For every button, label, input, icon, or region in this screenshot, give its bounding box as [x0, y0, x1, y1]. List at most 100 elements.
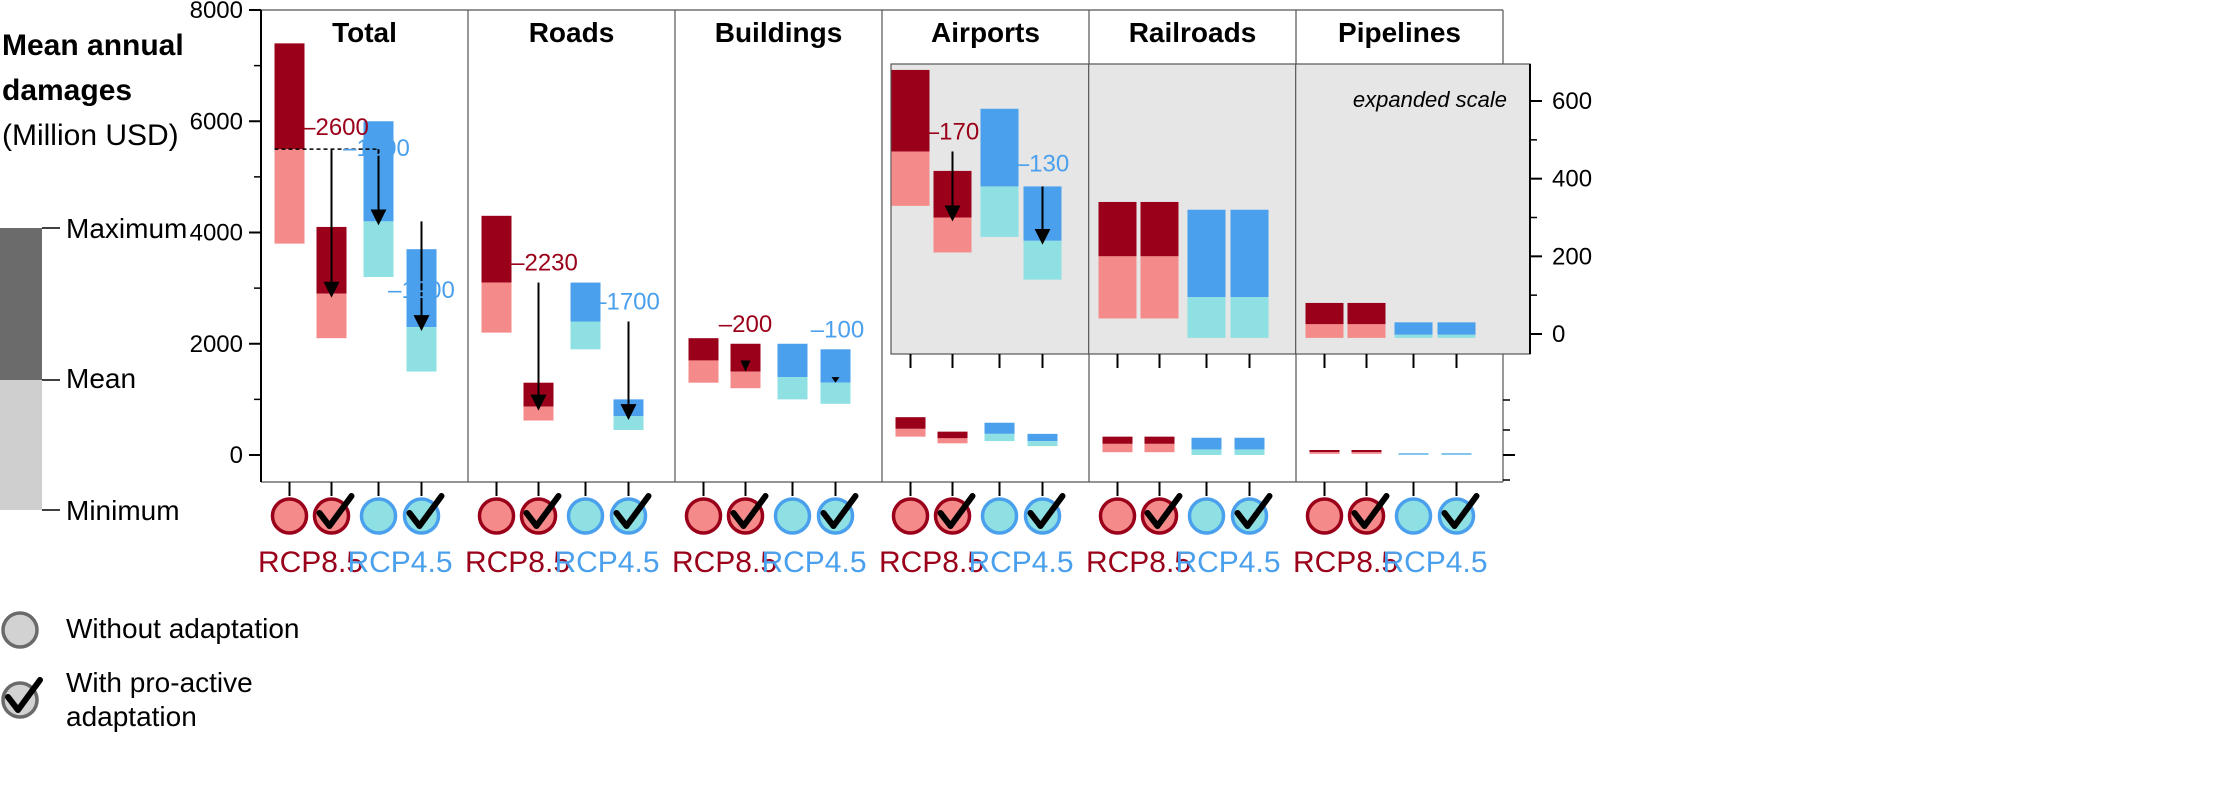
inset-bar-lower	[933, 217, 972, 253]
checkmark-icon	[1441, 493, 1480, 529]
change-label: –130	[1016, 150, 1069, 177]
plot-area: expanded scale 0 2000 4000 6000 8000 0 200 400 60…	[190, 0, 1592, 579]
rcp85-scenario-icon	[477, 497, 516, 535]
change-arrow	[831, 377, 840, 383]
inset-bar-upper	[1187, 209, 1226, 298]
without-adaptation-icon	[1, 611, 39, 649]
rcp85-label: RCP8.5	[1293, 546, 1398, 579]
panel-title: Buildings	[715, 17, 843, 48]
inset-bar-upper	[1394, 322, 1433, 335]
bar-lower	[570, 321, 601, 350]
legend: Mean annual damages (Million USD) Maximu…	[0, 29, 300, 732]
legend-max-swatch	[0, 228, 42, 380]
rcp45-label: RCP4.5	[1382, 546, 1487, 579]
change-label: –100	[811, 316, 864, 343]
bar-lower	[481, 282, 512, 333]
y-tick-label: 8000	[190, 0, 243, 24]
bar-lower	[984, 433, 1015, 442]
bar-lower	[523, 406, 554, 421]
bar-lower	[1234, 449, 1265, 455]
change-label: –200	[719, 311, 772, 338]
rcp85-label: RCP8.5	[1086, 546, 1191, 579]
bar-lower	[730, 371, 761, 389]
bar-lower	[688, 360, 719, 383]
rcp45-scenario-icon	[773, 497, 812, 535]
checkmark-icon	[5, 677, 43, 713]
bar-lower	[363, 221, 394, 277]
bar-upper	[984, 422, 1015, 434]
inset-bar-lower	[891, 151, 930, 206]
inset-bar-upper	[1437, 322, 1476, 335]
legend-mean-label: Mean	[66, 363, 136, 394]
checkmark-icon	[937, 493, 976, 529]
bar-upper	[1234, 437, 1265, 450]
rcp45-label: RCP4.5	[554, 546, 659, 579]
panel-title: Roads	[529, 17, 615, 48]
bar-lower	[1191, 449, 1222, 455]
panel-title: Total	[332, 17, 397, 48]
rcp45-scenario-icon	[566, 497, 605, 535]
bar-lower	[406, 327, 437, 372]
inset-bar-lower	[1394, 334, 1433, 338]
inset-bar-lower	[1187, 297, 1226, 338]
bar-upper	[1191, 437, 1222, 450]
bar-lower	[613, 416, 644, 430]
bar-upper	[481, 215, 512, 283]
inset-bar-upper	[891, 69, 930, 152]
inset-y-tick-label: 0	[1552, 321, 1565, 348]
checkmark-icon	[1234, 493, 1273, 529]
change-label: –2600	[302, 114, 369, 141]
y-tick-label: 2000	[190, 331, 243, 358]
bar-upper	[1351, 449, 1382, 453]
inset-bar-lower	[1098, 256, 1137, 319]
rcp45-label: RCP4.5	[761, 546, 866, 579]
bar-upper	[570, 282, 601, 322]
panel-title: Airports	[931, 17, 1040, 48]
panel-title: Pipelines	[1338, 17, 1461, 48]
checkmark-icon	[820, 493, 859, 529]
rcp85-label: RCP8.5	[258, 546, 363, 579]
change-label: –170	[926, 118, 979, 145]
inset-bar-lower	[1023, 240, 1062, 280]
rcp45-label: RCP4.5	[347, 546, 452, 579]
inset-bar-lower	[980, 186, 1019, 237]
legend-minimum-label: Minimum	[66, 495, 180, 526]
bar-upper	[1398, 453, 1429, 455]
rcp85-scenario-icon	[270, 497, 309, 535]
checkmark-icon	[406, 493, 445, 529]
rcp45-label: RCP4.5	[1175, 546, 1280, 579]
bar-upper	[1309, 449, 1340, 453]
rcp85-label: RCP8.5	[879, 546, 984, 579]
legend-title-line1: Mean annual	[2, 29, 184, 62]
legend-title-line2: damages	[2, 74, 132, 107]
bar-lower	[1309, 452, 1340, 454]
inset-label: expanded scale	[1353, 87, 1507, 112]
bar-upper	[895, 417, 926, 429]
checkmark-icon	[1144, 493, 1183, 529]
bar-lower	[316, 293, 347, 339]
legend-with-label-1: With pro-active	[66, 667, 253, 698]
bar-upper	[1441, 453, 1472, 455]
rcp45-scenario-icon	[1187, 497, 1226, 535]
bar-lower	[1441, 454, 1472, 455]
inset-y-tick-label: 600	[1552, 88, 1592, 115]
checkmark-icon	[730, 493, 769, 529]
bar-upper	[1027, 433, 1058, 442]
legend-units: (Million USD)	[2, 119, 179, 152]
bar-upper	[777, 343, 808, 378]
inset-bar-upper	[1230, 209, 1269, 298]
change-label: –1300	[343, 135, 410, 162]
inset-bar-upper	[1305, 302, 1344, 325]
bar-lower	[1027, 441, 1058, 447]
inset-bar-lower	[1140, 256, 1179, 319]
inset-bar-upper	[1140, 201, 1179, 257]
bar-upper	[274, 43, 305, 150]
change-arrow	[740, 360, 751, 372]
checkmark-icon	[613, 493, 652, 529]
bar-lower	[1398, 454, 1429, 455]
rcp45-label: RCP4.5	[968, 546, 1073, 579]
legend-min-swatch	[0, 380, 42, 510]
bar-lower	[895, 428, 926, 437]
inset-bar-lower	[1437, 334, 1476, 338]
